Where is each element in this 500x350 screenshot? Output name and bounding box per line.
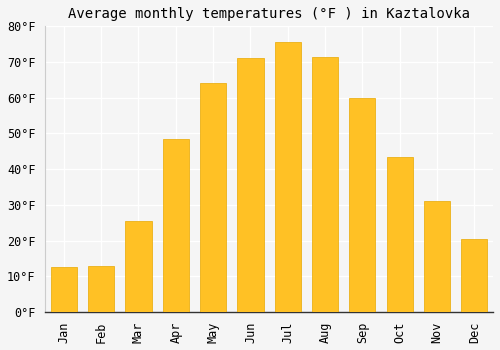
Bar — [274, 42, 301, 312]
Bar — [424, 201, 450, 312]
Bar — [350, 98, 376, 312]
Bar — [312, 57, 338, 312]
Bar — [200, 83, 226, 312]
Bar — [126, 221, 152, 312]
Bar — [51, 267, 77, 312]
Bar — [386, 156, 413, 312]
Bar — [462, 239, 487, 312]
Bar — [238, 58, 264, 312]
Title: Average monthly temperatures (°F ) in Kaztalovka: Average monthly temperatures (°F ) in Ka… — [68, 7, 470, 21]
Bar — [162, 139, 189, 312]
Bar — [88, 266, 114, 312]
